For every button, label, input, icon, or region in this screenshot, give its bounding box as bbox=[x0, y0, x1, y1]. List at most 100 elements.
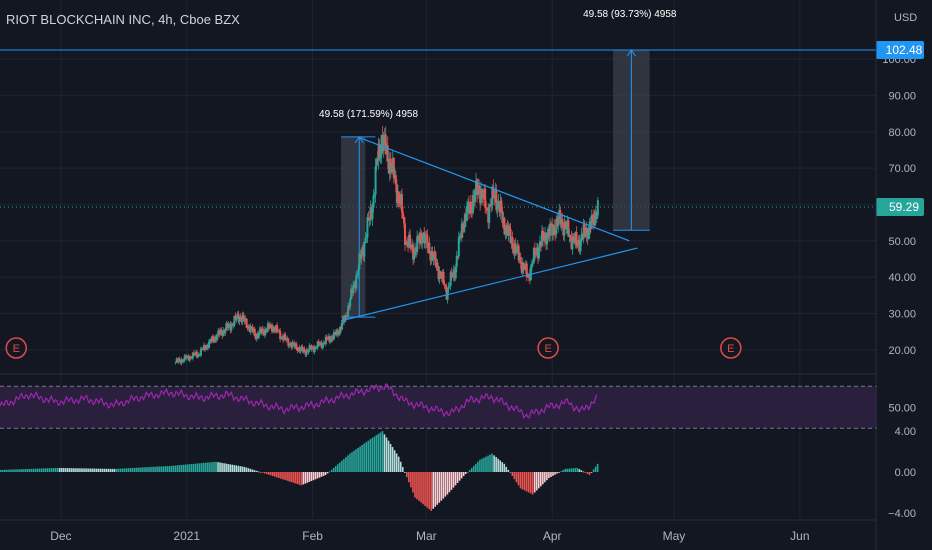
candle-body bbox=[311, 346, 314, 348]
candle-body bbox=[398, 201, 401, 205]
triangle-drawing[interactable] bbox=[340, 136, 638, 322]
candle-body bbox=[313, 346, 316, 352]
earnings-marker-label: E bbox=[727, 343, 734, 355]
macd-bar bbox=[343, 458, 345, 472]
macd-bar bbox=[336, 464, 339, 472]
macd-bar bbox=[176, 465, 179, 472]
candle-body bbox=[380, 134, 383, 155]
candle-body bbox=[301, 346, 304, 352]
candle-body bbox=[402, 217, 405, 224]
price-tick-label: 40.00 bbox=[888, 272, 916, 284]
candle-body bbox=[502, 218, 505, 223]
candle-body bbox=[449, 272, 452, 286]
macd-bar bbox=[253, 470, 256, 472]
triangle-upper-line bbox=[357, 136, 630, 242]
candle-body bbox=[224, 330, 227, 334]
macd-bar bbox=[418, 472, 420, 501]
candle-body bbox=[195, 351, 198, 358]
macd-bar bbox=[399, 461, 402, 472]
candle-body bbox=[479, 188, 482, 204]
candle-body bbox=[426, 234, 429, 249]
macd-bar bbox=[121, 468, 124, 472]
candle-body bbox=[334, 331, 337, 336]
candle-body bbox=[182, 360, 185, 362]
candle-body bbox=[222, 330, 225, 337]
macd-bar bbox=[81, 468, 83, 472]
candle-body bbox=[471, 195, 474, 213]
macd-bar bbox=[105, 468, 108, 472]
candle-body bbox=[372, 195, 375, 208]
candle-body bbox=[409, 234, 412, 245]
macd-bar bbox=[410, 472, 412, 488]
candle-body bbox=[467, 202, 470, 214]
candle-body bbox=[286, 338, 289, 341]
candle-body bbox=[265, 329, 268, 333]
candle-body bbox=[430, 251, 433, 261]
candle-body bbox=[339, 326, 342, 334]
candle-body bbox=[584, 231, 587, 237]
macd-bar bbox=[160, 466, 162, 472]
candle-body bbox=[439, 270, 442, 278]
candle-body bbox=[425, 234, 428, 236]
price-tick-label: 20.00 bbox=[888, 345, 916, 357]
candle-body bbox=[325, 336, 328, 339]
candle-body bbox=[522, 262, 525, 270]
candle-body bbox=[545, 232, 548, 245]
macd-bar bbox=[117, 468, 120, 472]
candle-body bbox=[243, 318, 246, 322]
candle-body bbox=[324, 336, 327, 345]
macd-bar bbox=[558, 472, 560, 473]
macd-bar bbox=[499, 460, 502, 472]
candle-body bbox=[374, 166, 377, 195]
macd-bar bbox=[422, 472, 424, 505]
macd-bar bbox=[190, 464, 193, 472]
candle-body bbox=[566, 220, 569, 229]
candle-body bbox=[226, 323, 229, 328]
candle-body bbox=[186, 355, 189, 357]
candle-body bbox=[563, 221, 566, 236]
candle-body bbox=[501, 210, 504, 223]
candle-body bbox=[444, 285, 447, 288]
price-axis-background bbox=[877, 0, 932, 550]
candle-body bbox=[251, 327, 254, 333]
macd-bar bbox=[383, 434, 386, 472]
macd-bar bbox=[111, 468, 114, 472]
candle-body bbox=[572, 236, 575, 239]
macd-bar bbox=[572, 468, 575, 472]
macd-bar bbox=[318, 472, 321, 478]
macd-bar bbox=[550, 472, 552, 477]
candle-body bbox=[231, 324, 234, 326]
macd-bar bbox=[560, 471, 562, 473]
candle-body bbox=[304, 352, 307, 355]
candle-body bbox=[388, 158, 391, 174]
candle-body bbox=[321, 343, 324, 349]
candle-body bbox=[250, 326, 253, 328]
candle-body bbox=[305, 350, 308, 355]
macd-bar bbox=[75, 468, 77, 472]
macd-bar bbox=[430, 472, 432, 511]
candle-body bbox=[323, 342, 326, 345]
candle-body bbox=[328, 336, 331, 343]
candle-body bbox=[247, 326, 250, 328]
candle-body bbox=[571, 236, 574, 249]
chart-title: RIOT BLOCKCHAIN INC, 4h, Cboe BZX bbox=[6, 12, 240, 27]
macd-bar bbox=[351, 452, 353, 472]
macd-bar bbox=[288, 472, 290, 482]
candle-body bbox=[491, 186, 494, 206]
candle-body bbox=[580, 233, 583, 240]
candle-body bbox=[329, 339, 332, 343]
price-axis[interactable]: 20.0030.0040.0050.0060.0070.0080.0090.00… bbox=[875, 0, 932, 550]
candle-body bbox=[242, 314, 245, 319]
candle-body bbox=[484, 188, 487, 208]
macd-bar bbox=[241, 466, 244, 472]
macd-bar bbox=[450, 472, 453, 490]
macd-bar bbox=[148, 467, 150, 472]
candle-body bbox=[393, 175, 396, 179]
currency-label[interactable]: USD bbox=[894, 12, 917, 24]
time-axis[interactable]: Dec 2021 Feb Mar Apr May Jun bbox=[50, 529, 809, 543]
candle-body bbox=[194, 351, 197, 355]
macd-bar bbox=[446, 472, 449, 495]
candle-body bbox=[527, 273, 530, 278]
